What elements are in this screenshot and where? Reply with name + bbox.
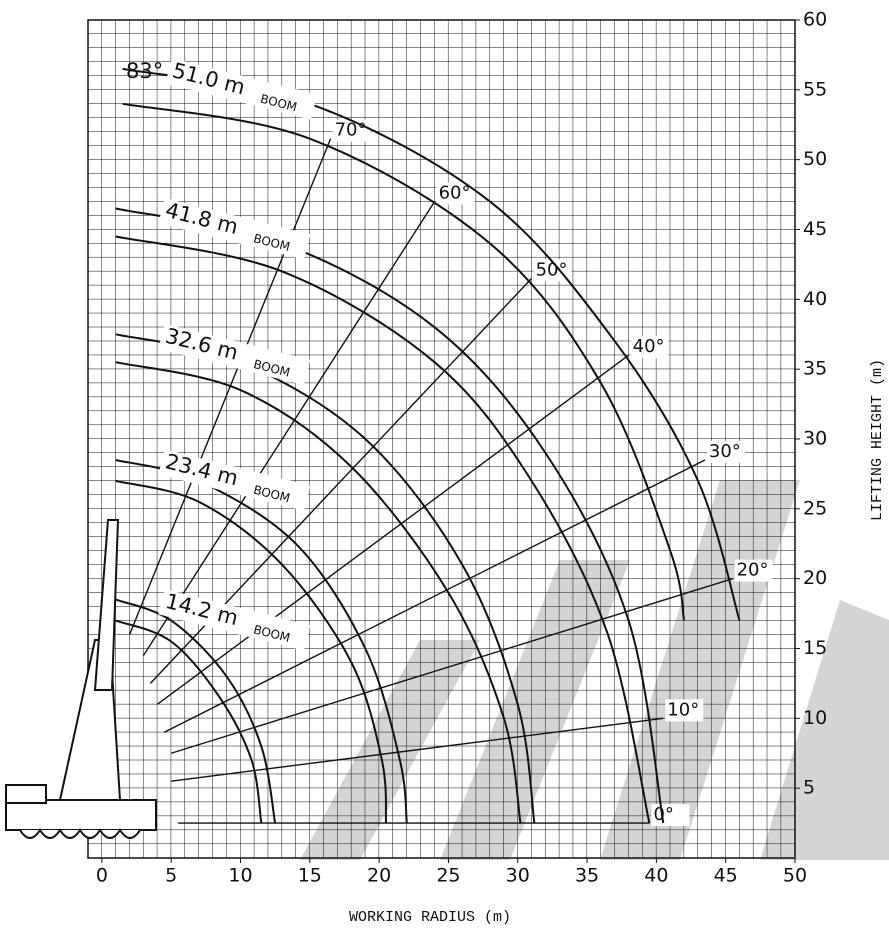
grid [87, 19, 796, 859]
y-tick-label: 10 [803, 707, 827, 729]
angle-line [142, 201, 436, 656]
boom-label-bg [158, 323, 311, 386]
x-tick-label: 35 [575, 865, 599, 887]
y-tick-label: 45 [803, 218, 827, 240]
angle-label-bg [706, 440, 745, 463]
angle-line [163, 459, 706, 733]
y-tick-label: 20 [803, 567, 827, 589]
max-angle-label: 83° [126, 59, 163, 83]
angle-label: 70° [335, 120, 367, 141]
boom-curve [115, 479, 387, 824]
y-tick-label: 30 [803, 428, 827, 450]
y-axis-title: LIFTING HEIGHT (m) [869, 359, 886, 521]
boom-label-bg [158, 197, 311, 260]
boom-label-bg [158, 589, 311, 651]
boom-curve [122, 102, 686, 621]
x-tick-label: 0 [96, 865, 108, 887]
angle-label-bg [665, 699, 704, 722]
y-tick-label: 25 [803, 497, 827, 519]
boom-curve [115, 361, 522, 824]
angle-label: 50° [536, 259, 568, 280]
x-tick-label: 10 [228, 865, 252, 887]
angle-label: 20° [737, 560, 769, 581]
angle-line [171, 717, 664, 782]
y-tick-label: 5 [803, 777, 815, 799]
angle-label-bg [734, 559, 773, 582]
angle-line [170, 577, 733, 754]
x-tick-label: 40 [644, 865, 668, 887]
angle-label: 30° [709, 441, 741, 462]
angle-label-bg [630, 336, 669, 359]
boom-label-bg [158, 449, 311, 511]
angle-label: 0° [653, 804, 673, 825]
angle-label-bg [533, 259, 572, 282]
x-tick-label: 45 [714, 865, 738, 887]
y-tick-label: 15 [803, 637, 827, 659]
angle-line [156, 354, 630, 705]
boom-label-bg [165, 58, 318, 120]
y-tick-label: 60 [803, 9, 827, 31]
angle-label: 10° [667, 699, 699, 720]
x-tick-label: 15 [298, 865, 322, 887]
x-tick-label: 5 [165, 865, 177, 887]
y-tick-label: 55 [803, 78, 827, 100]
boom-curve [115, 235, 651, 824]
boom-curve [115, 619, 263, 824]
boom-curve [115, 598, 277, 824]
x-tick-label: 30 [506, 865, 530, 887]
x-axis-title: WORKING RADIUS (m) [349, 909, 511, 926]
angle-label: 60° [439, 183, 471, 204]
x-tick-label: 50 [783, 865, 807, 887]
y-tick-label: 35 [803, 358, 827, 380]
angle-label: 40° [633, 336, 665, 357]
y-tick-label: 50 [803, 148, 827, 170]
angle-label-bg [436, 182, 475, 205]
x-tick-label: 25 [436, 865, 460, 887]
x-tick-label: 20 [367, 865, 391, 887]
crane [5, 519, 157, 839]
y-tick-label: 40 [803, 288, 827, 310]
